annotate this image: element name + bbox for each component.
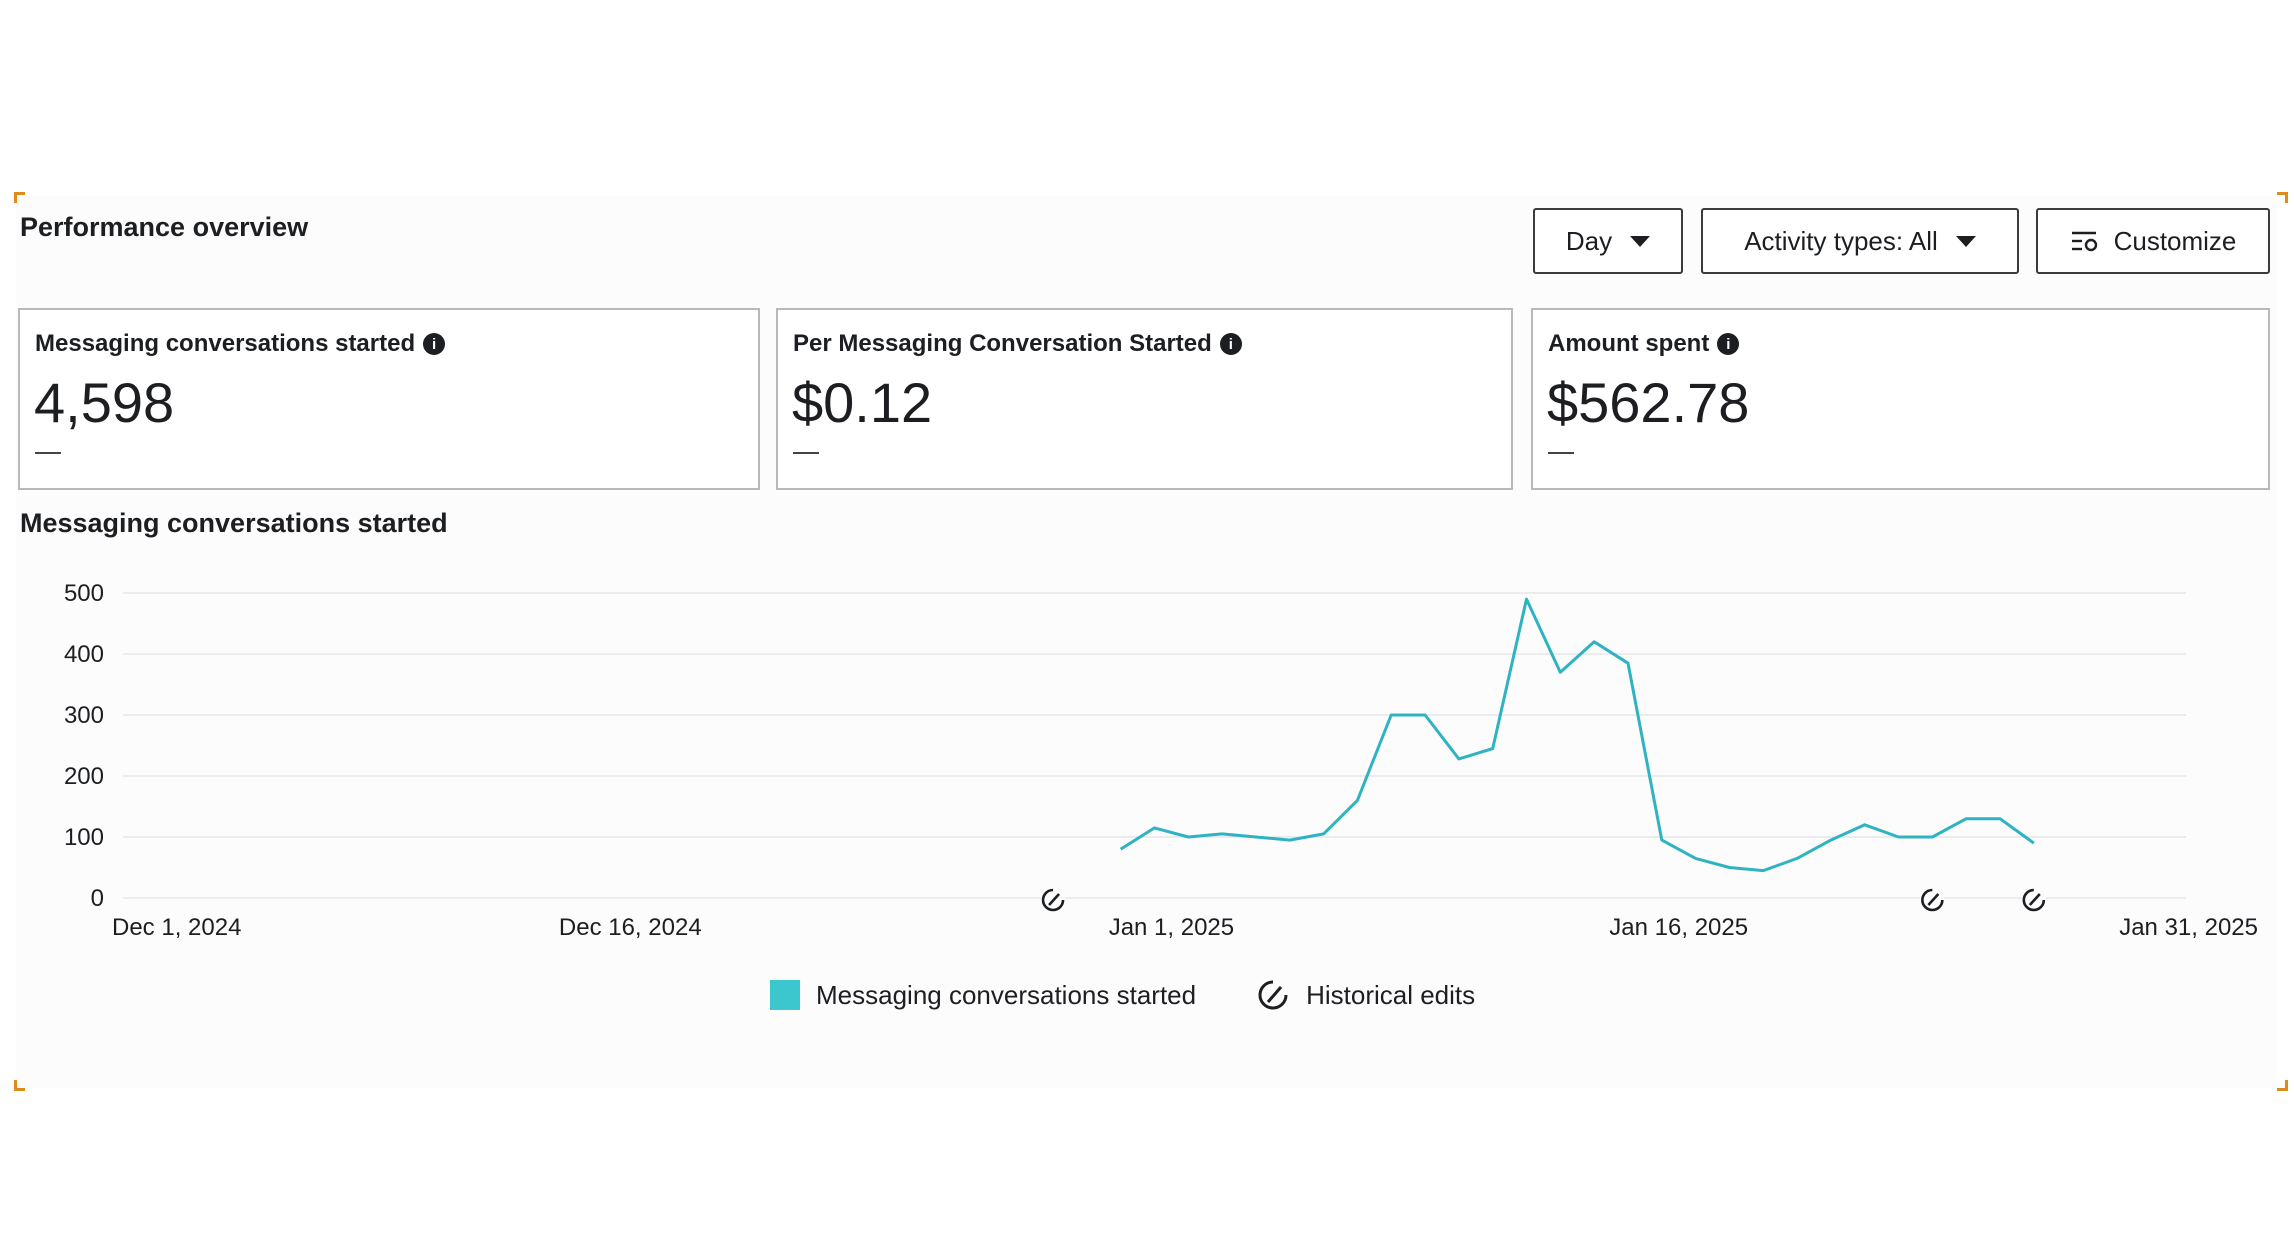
activity-types-label: Activity types: All (1744, 225, 1938, 256)
y-tick-label: 200 (64, 763, 104, 790)
metric-delta (1548, 452, 1574, 454)
metric-label: Messaging conversations started (35, 330, 416, 357)
metric-label-row: Per Messaging Conversation Started i (793, 330, 1242, 358)
series-swatch (770, 980, 800, 1010)
corner-marker (2277, 1080, 2288, 1091)
legend-item-historical-edits[interactable]: Historical edits (1256, 978, 1475, 1012)
metric-card-conversations[interactable]: Messaging conversations started i 4,598 (18, 308, 760, 490)
caret-down-icon (1630, 235, 1651, 247)
info-icon[interactable]: i (423, 333, 446, 355)
metric-value: $562.78 (1547, 371, 1750, 434)
x-tick-label: Dec 1, 2024 (112, 914, 241, 941)
corner-marker (2277, 192, 2288, 203)
y-tick-label: 400 (64, 641, 104, 668)
legend-label-historical-edits: Historical edits (1306, 979, 1476, 1010)
corner-marker (14, 1080, 25, 1091)
chart-legend: Messaging conversations started Historic… (770, 978, 1475, 1012)
sliders-icon (2071, 231, 2097, 252)
legend-label-series: Messaging conversations started (816, 979, 1197, 1010)
historical-edit-marker[interactable] (1041, 888, 1066, 912)
series-line (1119, 597, 2035, 873)
metric-value: 4,598 (34, 371, 175, 434)
line-chart[interactable]: 0 100 200 300 400 500 Dec 1, 2024 Dec 16, 2024 J… (0, 560, 2294, 960)
metric-delta (793, 452, 819, 454)
corner-marker (14, 192, 25, 203)
caret-down-icon (1955, 235, 1976, 247)
info-icon[interactable]: i (1219, 333, 1242, 355)
x-tick-label: Jan 16, 2025 (1609, 914, 1748, 941)
y-tick-label: 500 (64, 580, 104, 607)
metric-label: Amount spent (1548, 330, 1710, 357)
y-tick-label: 300 (64, 702, 104, 729)
customize-label: Customize (2113, 225, 2237, 256)
y-tick-label: 0 (91, 885, 104, 912)
info-icon[interactable]: i (1717, 333, 1740, 355)
metric-label-row: Messaging conversations started i (35, 330, 446, 358)
historical-edit-marker[interactable] (2021, 888, 2046, 912)
metric-card-amount-spent[interactable]: Amount spent i $562.78 (1531, 308, 2270, 490)
section-title: Performance overview (20, 212, 309, 242)
customize-button[interactable]: Customize (2036, 208, 2270, 274)
metric-label: Per Messaging Conversation Started (793, 330, 1212, 357)
x-tick-label: Jan 31, 2025 (2119, 914, 2258, 941)
y-tick-label: 100 (64, 824, 104, 851)
metric-delta (35, 452, 61, 454)
day-dropdown-label: Day (1565, 225, 1613, 256)
chart-title: Messaging conversations started (20, 508, 448, 538)
day-dropdown[interactable]: Day (1533, 208, 1683, 274)
x-tick-label: Dec 16, 2024 (559, 914, 702, 941)
metric-value: $0.12 (792, 371, 933, 434)
activity-types-dropdown[interactable]: Activity types: All (1701, 208, 2019, 274)
metric-label-row: Amount spent i (1548, 330, 1740, 358)
metric-card-cost-per-conversation[interactable]: Per Messaging Conversation Started i $0.… (776, 308, 1513, 490)
historical-edit-icon (1258, 980, 1288, 1010)
x-tick-label: Jan 1, 2025 (1109, 914, 1234, 941)
legend-item-series[interactable]: Messaging conversations started (770, 980, 1196, 1011)
historical-edit-marker[interactable] (1920, 888, 1945, 912)
